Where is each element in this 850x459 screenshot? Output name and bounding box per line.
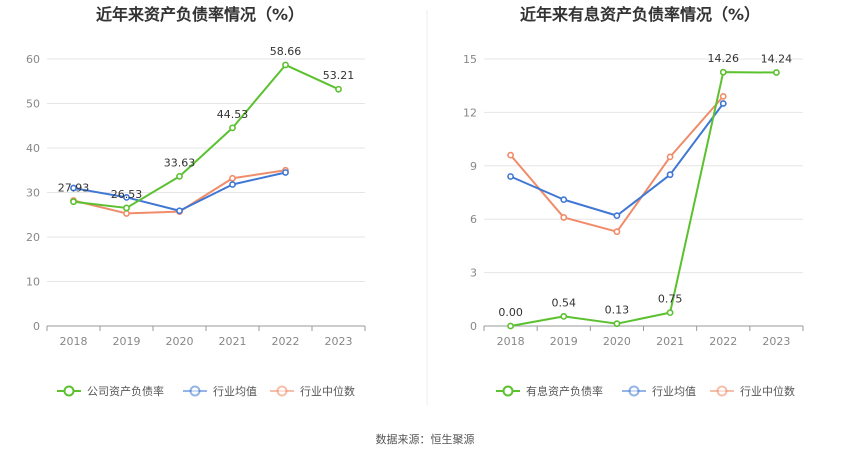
- data-point: [123, 210, 130, 217]
- data-label: 0.13: [605, 304, 630, 317]
- data-label: 33.63: [164, 156, 196, 169]
- data-point: [507, 322, 514, 330]
- data-point: [507, 173, 514, 180]
- y-tick-label: 3: [470, 267, 477, 280]
- x-tick-label: 2021: [656, 335, 684, 348]
- legend-swatch-marker: [716, 385, 728, 397]
- x-tick-label: 2018: [60, 335, 88, 348]
- legend-label: 有息资产负债率: [526, 384, 603, 398]
- data-point: [719, 68, 727, 76]
- x-tick-label: 2019: [113, 335, 141, 348]
- data-label: 14.26: [708, 52, 740, 65]
- series-line: [509, 95, 725, 233]
- data-point: [613, 320, 621, 328]
- data-point: [123, 193, 130, 201]
- y-tick-label: 0: [33, 320, 40, 333]
- data-label: 27.93: [58, 182, 90, 195]
- series-line: [510, 71, 777, 327]
- y-tick-label: 0: [470, 320, 477, 333]
- data-point: [773, 69, 780, 76]
- legend-swatch-marker: [276, 385, 288, 397]
- data-label: 58.66: [270, 45, 302, 58]
- data-point: [176, 207, 183, 215]
- y-tick-label: 10: [26, 276, 40, 289]
- legend-swatch-marker: [502, 385, 514, 397]
- data-point: [229, 174, 236, 182]
- legend-label: 行业均值: [652, 385, 696, 398]
- data-point: [666, 153, 674, 161]
- data-label: 53.21: [323, 69, 355, 82]
- y-tick-label: 9: [470, 160, 477, 173]
- data-point: [613, 228, 621, 236]
- data-point: [282, 61, 289, 69]
- data-point: [560, 214, 568, 221]
- y-tick-label: 20: [26, 231, 40, 244]
- legend-label: 行业中位数: [300, 384, 355, 398]
- x-tick-label: 2021: [219, 335, 247, 348]
- y-tick-label: 6: [470, 213, 477, 226]
- y-tick-label: 60: [26, 53, 40, 66]
- data-point: [666, 309, 674, 317]
- data-point: [719, 92, 727, 100]
- legend-label: 公司资产负债率: [87, 384, 164, 398]
- data-label: 0.75: [658, 293, 683, 306]
- chart-title: 近年来资产负债率情况（%）: [96, 5, 304, 24]
- source-note: 数据来源：恒生聚源: [376, 432, 475, 446]
- data-point: [123, 204, 130, 212]
- data-label: 0.54: [552, 296, 577, 309]
- data-label: 44.53: [217, 108, 249, 121]
- data-point: [560, 312, 568, 320]
- data-point: [560, 196, 568, 204]
- legend-label: 行业均值: [213, 385, 257, 398]
- legend-swatch-marker: [628, 385, 640, 397]
- data-label: 26.53: [111, 188, 143, 201]
- x-tick-label: 2022: [272, 335, 300, 348]
- y-tick-label: 50: [26, 98, 40, 111]
- y-tick-label: 30: [26, 187, 40, 200]
- right-chart-interest-debt-ratio: 近年来有息资产负债率情况（%） 0 3 6 9 12 15 2018 2019 2020 2021 2…: [463, 5, 804, 398]
- x-tick-label: 2023: [325, 335, 353, 348]
- data-point: [229, 124, 236, 132]
- data-point: [229, 181, 236, 188]
- chart-title: 近年来有息资产负债率情况（%）: [520, 5, 760, 24]
- data-point: [176, 172, 183, 180]
- x-tick-label: 2020: [603, 335, 631, 348]
- data-point: [70, 184, 77, 192]
- data-point: [613, 212, 621, 220]
- legend-label: 行业中位数: [740, 384, 795, 398]
- series-line: [510, 102, 725, 217]
- data-point: [70, 198, 77, 206]
- x-tick-label: 2022: [709, 335, 737, 348]
- x-tick-label: 2020: [166, 335, 194, 348]
- x-tick-label: 2019: [550, 335, 578, 348]
- series-line: [73, 63, 339, 209]
- x-tick-label: 2023: [762, 335, 790, 348]
- left-chart-debt-ratio: 近年来资产负债率情况（%） 0 10 20 30 40 50 60 2018 2019 2020 20…: [26, 5, 366, 398]
- y-tick-label: 15: [463, 53, 477, 66]
- legend-swatch-marker: [63, 385, 75, 397]
- data-label: 14.24: [761, 53, 793, 66]
- data-label: 0.00: [498, 306, 523, 319]
- y-tick-label: 40: [26, 142, 40, 155]
- legend-swatch-marker: [189, 385, 201, 397]
- data-point: [507, 151, 514, 159]
- data-point: [666, 171, 674, 179]
- x-tick-label: 2018: [497, 335, 525, 348]
- data-point: [282, 169, 289, 176]
- y-tick-label: 12: [463, 106, 477, 119]
- data-point: [719, 100, 727, 107]
- data-point: [335, 85, 342, 93]
